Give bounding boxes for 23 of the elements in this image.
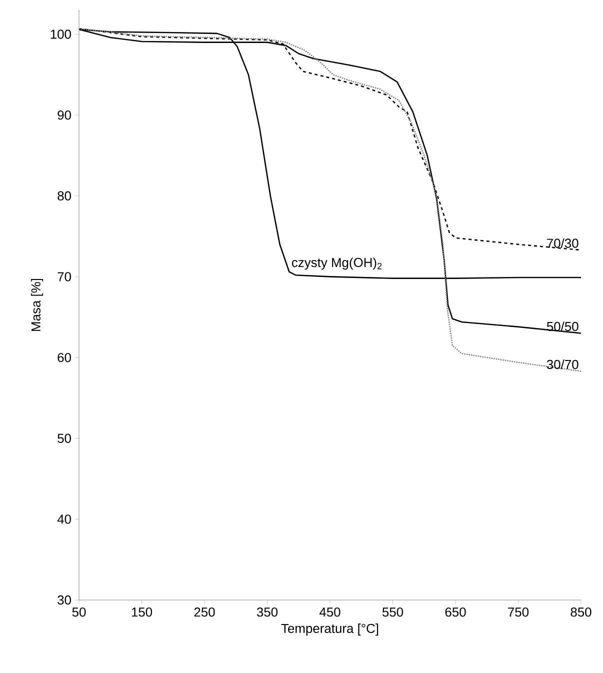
series-label: 30/70 bbox=[546, 360, 578, 370]
series-label: 70/30 bbox=[547, 238, 578, 248]
y-tick-label: 90 bbox=[58, 110, 71, 120]
x-tick-label: 450 bbox=[319, 608, 340, 617]
y-tick-label: 50 bbox=[58, 434, 71, 443]
x-tick-label: 50 bbox=[72, 608, 86, 617]
y-tick-label: 80 bbox=[58, 191, 71, 200]
y-tick-label: 70 bbox=[58, 272, 71, 282]
x-tick-label: 850 bbox=[570, 608, 592, 617]
y-tick-label: 30 bbox=[58, 595, 71, 605]
x-tick-label: 550 bbox=[382, 608, 404, 617]
x-tick-label: 250 bbox=[194, 608, 215, 617]
x-tick-label: 350 bbox=[256, 608, 278, 617]
y-tick-label: 100 bbox=[50, 30, 71, 39]
x-axis-title: Temperatura [°C] bbox=[281, 624, 378, 636]
x-tick-label: 650 bbox=[445, 608, 466, 617]
series-label: czysty Mg(OH)$_{2}$ bbox=[292, 258, 382, 270]
y-axis-title: Masa [%] bbox=[30, 278, 44, 331]
y-tick-label: 40 bbox=[57, 514, 71, 524]
y-tick-label: 60 bbox=[58, 352, 71, 362]
x-tick-label: 150 bbox=[132, 608, 152, 617]
x-tick-label: 750 bbox=[508, 608, 529, 617]
series-label: 50/50 bbox=[546, 322, 578, 332]
